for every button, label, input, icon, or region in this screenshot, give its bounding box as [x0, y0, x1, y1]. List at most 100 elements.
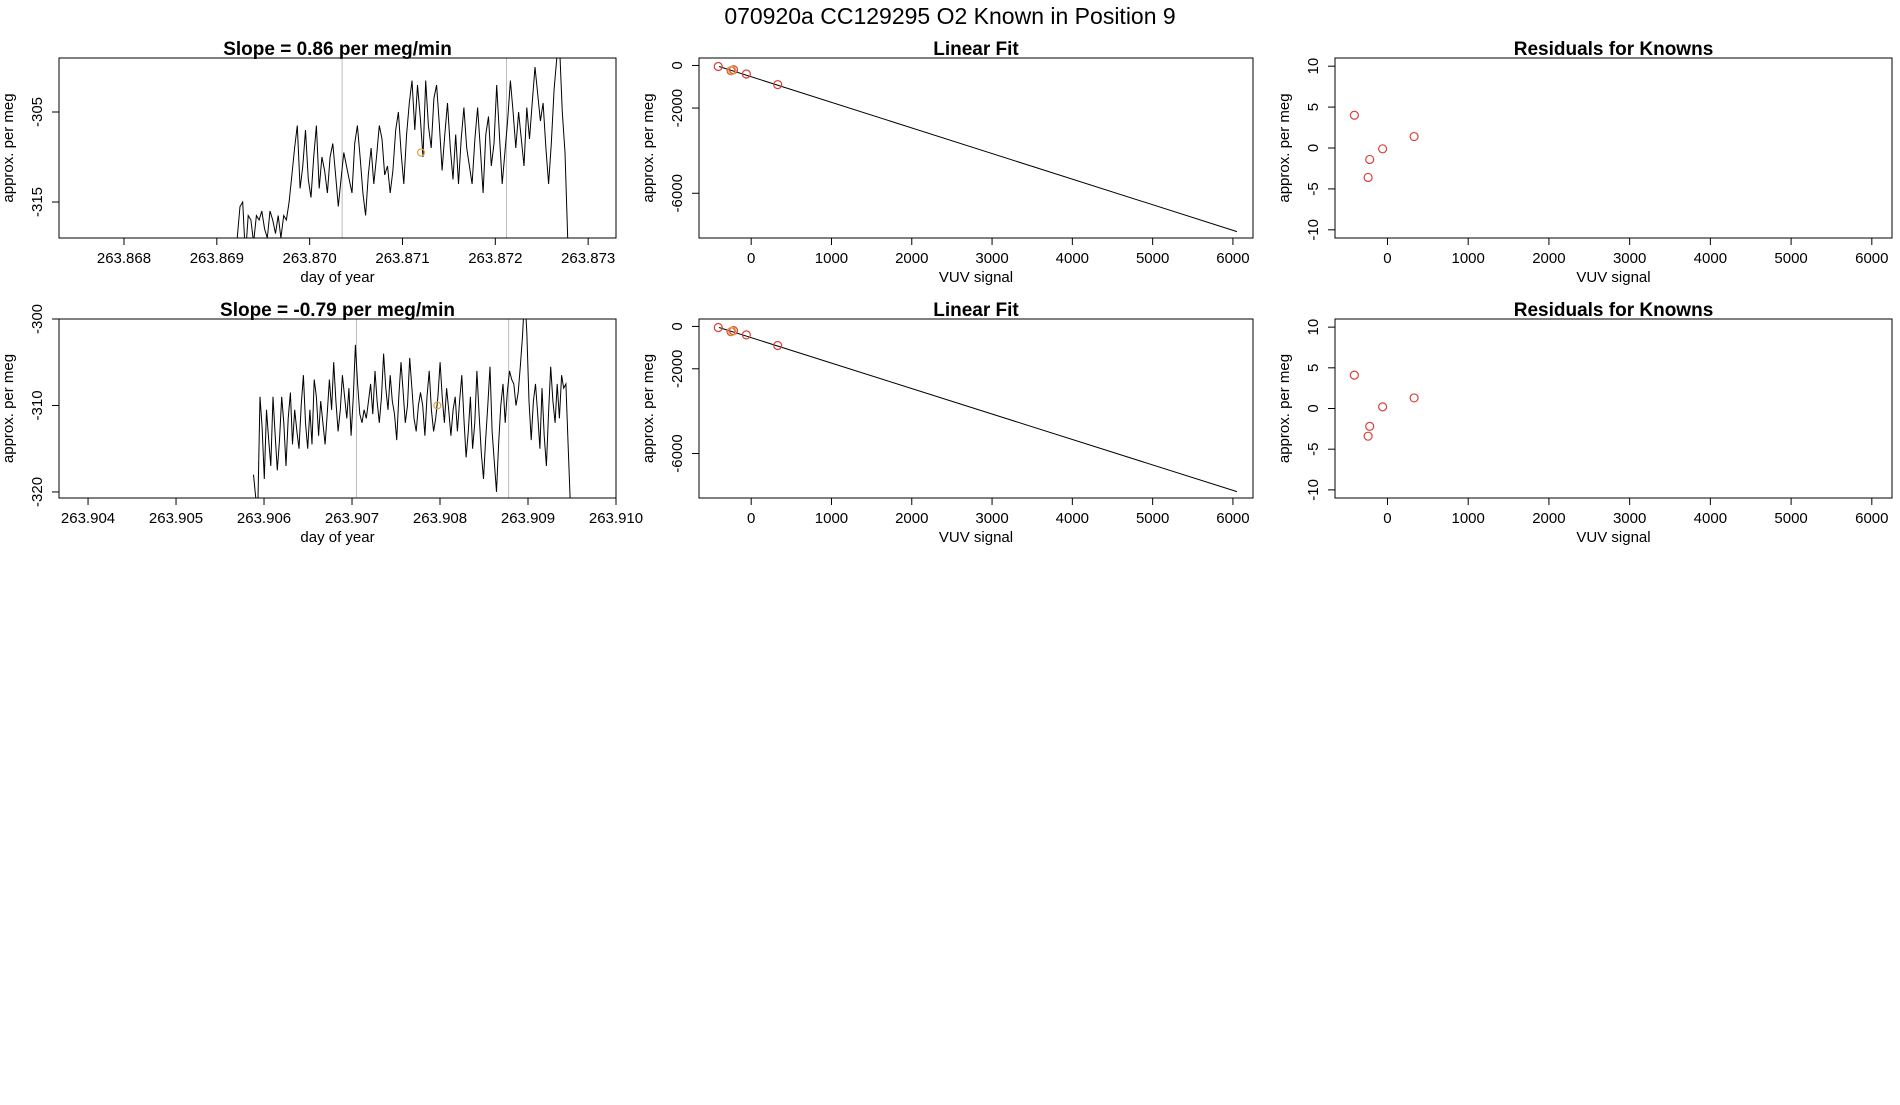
res2-ytick-label: 10 [1305, 319, 1322, 336]
res2-xtick-label: 2000 [1532, 510, 1565, 527]
ts1-xtick-label: 263.870 [283, 250, 337, 267]
res1-ytick-label: 5 [1305, 103, 1322, 111]
res2-ylabel: approx. per meg [1276, 354, 1293, 463]
ts1-xtick-label: 263.871 [375, 250, 429, 267]
res1-plot-box [1334, 57, 1893, 239]
ts2-xtick-label: 263.908 [413, 510, 467, 527]
res2-ytick-label: 0 [1305, 404, 1322, 412]
fit2-title: Linear Fit [933, 300, 1019, 321]
ts2-xtick-label: 263.910 [589, 510, 643, 527]
res1-panel: Residuals for Knowns 0 1000 2000 3000 4000 500… [1276, 39, 1893, 286]
ts2-xtick-label: 263.907 [325, 510, 379, 527]
res1-ytick-label: 0 [1305, 144, 1322, 152]
ts2-series-line [253, 319, 571, 498]
ts2-plot-box [58, 318, 617, 499]
fit1-xtick-label: 3000 [975, 250, 1008, 267]
res1-xtick-label: 5000 [1774, 250, 1807, 267]
ts2-panel: Slope = -0.79 per meg/min 263.904 263.905 2… [0, 300, 643, 546]
res1-xtick-label: 2000 [1532, 250, 1565, 267]
fit1-xtick-label: 0 [747, 250, 755, 267]
fit2-xlabel: VUV signal [939, 529, 1013, 546]
fit2-panel: Linear Fit 0 1000 2000 3000 4000 5000 6000 VUV s… [640, 300, 1254, 546]
fit2-plot-area [713, 322, 1238, 493]
ts2-title: Slope = -0.79 per meg/min [220, 300, 455, 321]
ts1-xtick-label: 263.873 [561, 250, 615, 267]
ts2-xtick-label: 263.905 [149, 510, 203, 527]
fit2-data-point [741, 330, 751, 340]
ts2-ytick-label: -320 [29, 477, 46, 507]
res2-data-point [1363, 431, 1373, 441]
res2-plot-area [1349, 370, 1419, 441]
page-title: 070920a CC129295 O2 Known in Position 9 [724, 3, 1175, 29]
ts1-xtick-label: 263.869 [190, 250, 244, 267]
ts2-xtick-label: 263.904 [61, 510, 115, 527]
res2-ytick-label: -10 [1305, 479, 1322, 501]
res1-plot-area [1349, 110, 1419, 183]
res1-ytick-label: -5 [1305, 182, 1322, 195]
fit1-xlabel: VUV signal [939, 269, 1013, 286]
res2-xtick-label: 1000 [1452, 510, 1485, 527]
res2-panel: Residuals for Knowns 0 1000 2000 3000 4000 500… [1276, 300, 1893, 546]
fit2-fit-line [718, 326, 1238, 493]
res1-title: Residuals for Knowns [1514, 39, 1714, 60]
fit2-xtick-label: 5000 [1136, 510, 1169, 527]
fit1-xtick-label: 6000 [1216, 250, 1249, 267]
res1-data-point [1365, 154, 1375, 165]
ts1-xtick-label: 263.872 [468, 250, 522, 267]
fit1-xtick-label: 2000 [895, 250, 928, 267]
ts1-series-line [236, 58, 569, 238]
fit2-ylabel: approx. per meg [640, 354, 657, 463]
ts2-plot-area [253, 319, 571, 498]
ts1-xtick-label: 263.868 [97, 250, 151, 267]
fit2-data-point [713, 322, 723, 333]
res1-xtick-label: 1000 [1452, 250, 1485, 267]
fit2-xtick-label: 3000 [975, 510, 1008, 527]
res2-ytick-label: -5 [1305, 443, 1322, 456]
res2-xtick-label: 4000 [1694, 510, 1727, 527]
ts1-ytick-label: -305 [29, 97, 46, 127]
fit1-xtick-label: 4000 [1056, 250, 1089, 267]
res2-title: Residuals for Knowns [1514, 300, 1714, 321]
fit2-xtick-label: 4000 [1056, 510, 1089, 527]
ts2-highlight-point [433, 401, 442, 410]
res1-data-point [1409, 131, 1419, 142]
res2-xtick-label: 0 [1383, 510, 1391, 527]
fit2-data-point [773, 340, 783, 351]
ts2-ytick-label: -300 [29, 304, 46, 334]
fit1-ytick-label: -2000 [669, 89, 686, 127]
res1-data-point [1363, 172, 1373, 183]
res1-data-point [1378, 144, 1388, 154]
fit2-xtick-label: 2000 [895, 510, 928, 527]
res1-ytick-label: -10 [1305, 219, 1322, 241]
ts1-plot-box [58, 57, 617, 239]
fit1-data-point [773, 80, 783, 90]
res2-data-point [1409, 393, 1419, 403]
fit2-ytick-label: -2000 [669, 350, 686, 388]
ts2-xlabel: day of year [300, 529, 374, 546]
fit1-xtick-label: 5000 [1136, 250, 1169, 267]
fit1-fit-line [718, 66, 1238, 233]
ts1-xlabel: day of year [300, 269, 374, 286]
fit1-highlight-point [727, 65, 737, 75]
fit1-title: Linear Fit [933, 39, 1019, 60]
ts2-xtick-label: 263.909 [501, 510, 555, 527]
fit2-ytick-label: 0 [669, 322, 686, 330]
res1-ylabel: approx. per meg [1276, 93, 1293, 202]
fit1-ytick-label: 0 [669, 61, 686, 69]
fit2-highlight-point [727, 326, 737, 336]
ts1-panel: Slope = 0.86 per meg/min 263.868 263.869 26… [0, 39, 617, 286]
fit1-plot-box [698, 57, 1254, 239]
fit2-ytick-label: -6000 [669, 434, 686, 472]
res1-data-point [1349, 110, 1359, 120]
fit1-ylabel: approx. per meg [640, 93, 657, 202]
res2-ytick-label: 5 [1305, 364, 1322, 372]
fit1-plot-area [713, 61, 1238, 233]
fit2-xtick-label: 1000 [815, 510, 848, 527]
res2-data-point [1349, 370, 1359, 380]
res2-data-point [1365, 421, 1375, 431]
res1-xtick-label: 4000 [1694, 250, 1727, 267]
ts1-plot-area [236, 58, 569, 238]
res2-xtick-label: 6000 [1855, 510, 1888, 527]
ts2-ytick-label: -310 [29, 390, 46, 420]
